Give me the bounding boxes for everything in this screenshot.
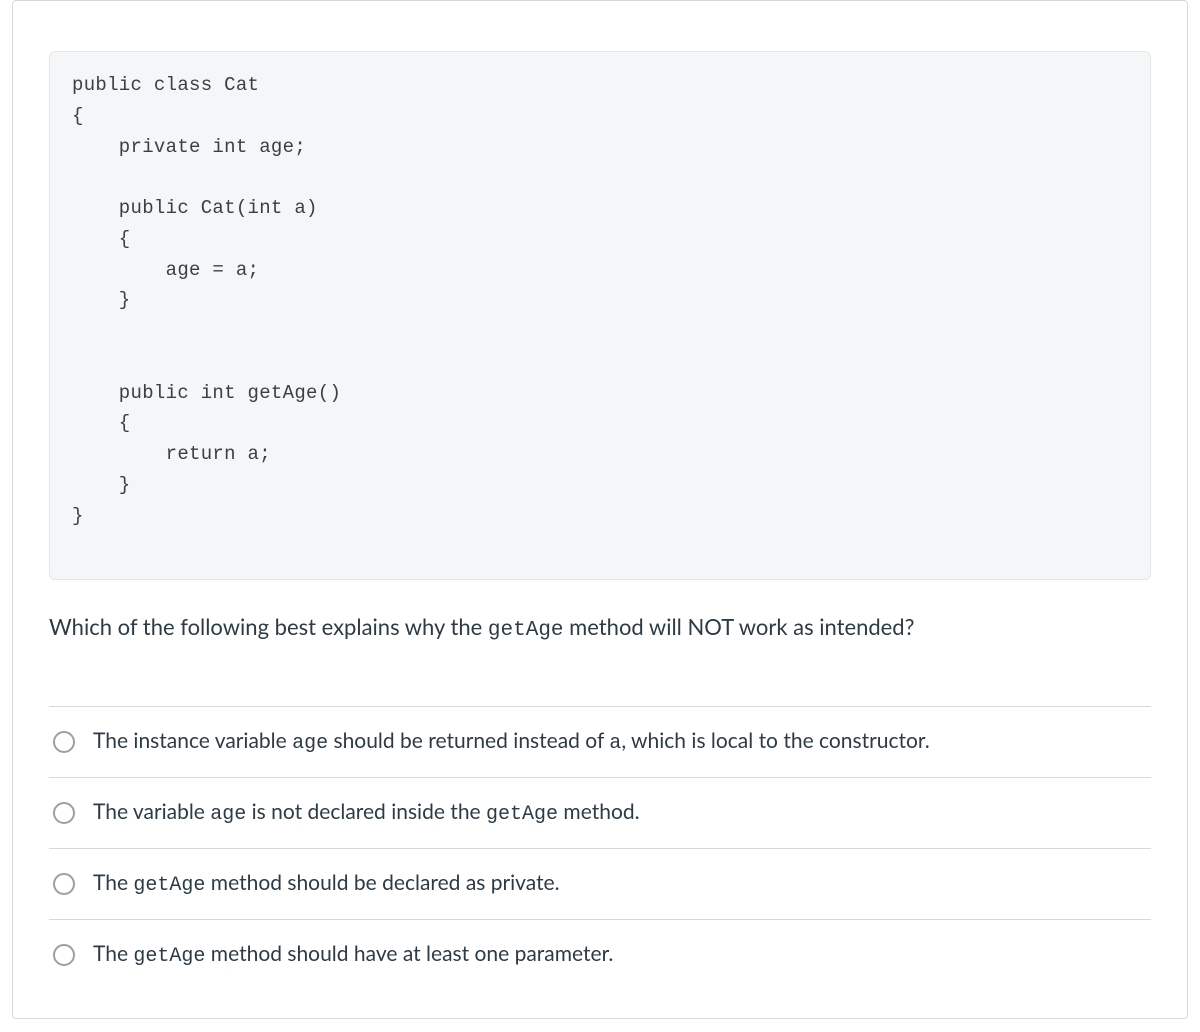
answer-code: getAge: [486, 803, 558, 826]
question-prompt: Which of the following best explains why…: [49, 608, 1151, 650]
answer-text: The: [93, 870, 133, 895]
radio-icon[interactable]: [53, 944, 75, 966]
answer-option-b[interactable]: The variable age is not declared inside …: [49, 777, 1151, 848]
answer-text: method should have at least one paramete…: [205, 941, 613, 966]
answer-label: The getAge method should have at least o…: [93, 938, 613, 972]
answer-text: The instance variable: [93, 728, 292, 753]
answer-text: The: [93, 941, 133, 966]
code-block: public class Cat { private int age; publ…: [49, 51, 1151, 580]
answer-option-a[interactable]: The instance variable age should be retu…: [49, 706, 1151, 777]
answer-text: The variable: [93, 799, 210, 824]
code-line: {: [72, 228, 131, 250]
code-line: {: [72, 105, 84, 127]
code-line: }: [72, 289, 131, 311]
code-line: return a;: [72, 443, 271, 465]
question-text-part: method will NOT work as intended?: [564, 613, 915, 640]
answer-option-d[interactable]: The getAge method should have at least o…: [49, 919, 1151, 990]
code-line: public int getAge(): [72, 382, 341, 404]
answer-label: The instance variable age should be retu…: [93, 725, 930, 759]
answer-text: , which is local to the constructor.: [621, 728, 929, 753]
answer-list: The instance variable age should be retu…: [49, 706, 1151, 990]
answer-text: is not declared inside the: [246, 799, 486, 824]
answer-text: method.: [558, 799, 640, 824]
answer-code: age: [292, 732, 328, 755]
question-text-part: Which of the following best explains why…: [49, 613, 488, 640]
answer-option-c[interactable]: The getAge method should be declared as …: [49, 848, 1151, 919]
answer-code: a: [609, 732, 621, 755]
radio-icon[interactable]: [53, 802, 75, 824]
code-line: {: [72, 412, 131, 434]
code-line: age = a;: [72, 259, 259, 281]
code-line: }: [72, 505, 84, 527]
answer-code: getAge: [133, 874, 205, 897]
answer-text: method should be declared as private.: [205, 870, 559, 895]
radio-icon[interactable]: [53, 731, 75, 753]
code-line: public Cat(int a): [72, 197, 318, 219]
answer-label: The getAge method should be declared as …: [93, 867, 560, 901]
answer-code: age: [210, 803, 246, 826]
code-line: public class Cat: [72, 74, 259, 96]
code-line: private int age;: [72, 136, 306, 158]
answer-text: should be returned instead of: [328, 728, 609, 753]
radio-icon[interactable]: [53, 873, 75, 895]
code-line: }: [72, 474, 131, 496]
answer-code: getAge: [133, 945, 205, 968]
question-code: getAge: [488, 619, 564, 642]
question-card: public class Cat { private int age; publ…: [12, 0, 1188, 1019]
answer-label: The variable age is not declared inside …: [93, 796, 640, 830]
